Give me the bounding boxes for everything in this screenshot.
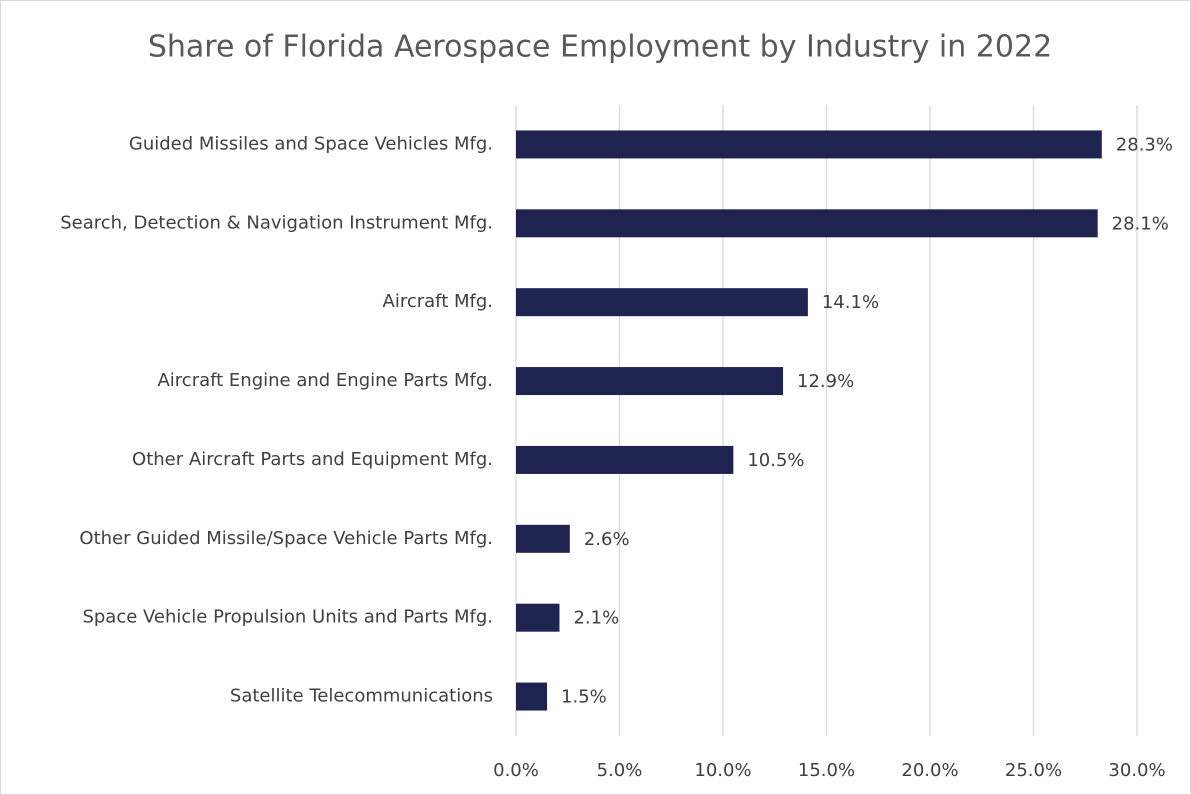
bar [516,445,734,474]
data-label: 2.6% [584,529,630,550]
x-tick-label: 5.0% [597,760,643,781]
x-tick-label: 10.0% [694,760,751,781]
y-tick-label: Space Vehicle Propulsion Units and Parts… [82,607,493,628]
bar [516,209,1098,238]
data-label: 2.1% [573,608,619,629]
bar [516,130,1102,159]
data-label: 10.5% [747,450,804,471]
data-label: 1.5% [561,687,607,708]
y-tick-label: Other Guided Missile/Space Vehicle Parts… [79,528,493,549]
data-label: 28.1% [1112,213,1169,234]
y-tick-label: Other Aircraft Parts and Equipment Mfg. [132,449,493,470]
bar [516,367,784,396]
bar [516,603,560,632]
y-tick-label: Satellite Telecommunications [230,686,493,707]
x-tick-label: 15.0% [798,760,855,781]
data-label: 14.1% [822,292,879,313]
y-tick-label: Aircraft Engine and Engine Parts Mfg. [157,370,493,391]
y-tick-label: Guided Missiles and Space Vehicles Mfg. [129,133,493,154]
chart-title: Share of Florida Aerospace Employment by… [148,30,1052,65]
x-tick-label: 25.0% [1005,760,1062,781]
y-tick-label: Aircraft Mfg. [383,291,493,312]
bar [516,288,808,317]
data-label: 12.9% [797,371,854,392]
x-tick-label: 0.0% [493,760,539,781]
x-tick-label: 20.0% [901,760,958,781]
bar [516,524,570,553]
y-tick-label: Search, Detection & Navigation Instrumen… [60,212,493,233]
data-label: 28.3% [1116,134,1173,155]
bar [516,682,548,711]
x-tick-label: 30.0% [1108,760,1165,781]
